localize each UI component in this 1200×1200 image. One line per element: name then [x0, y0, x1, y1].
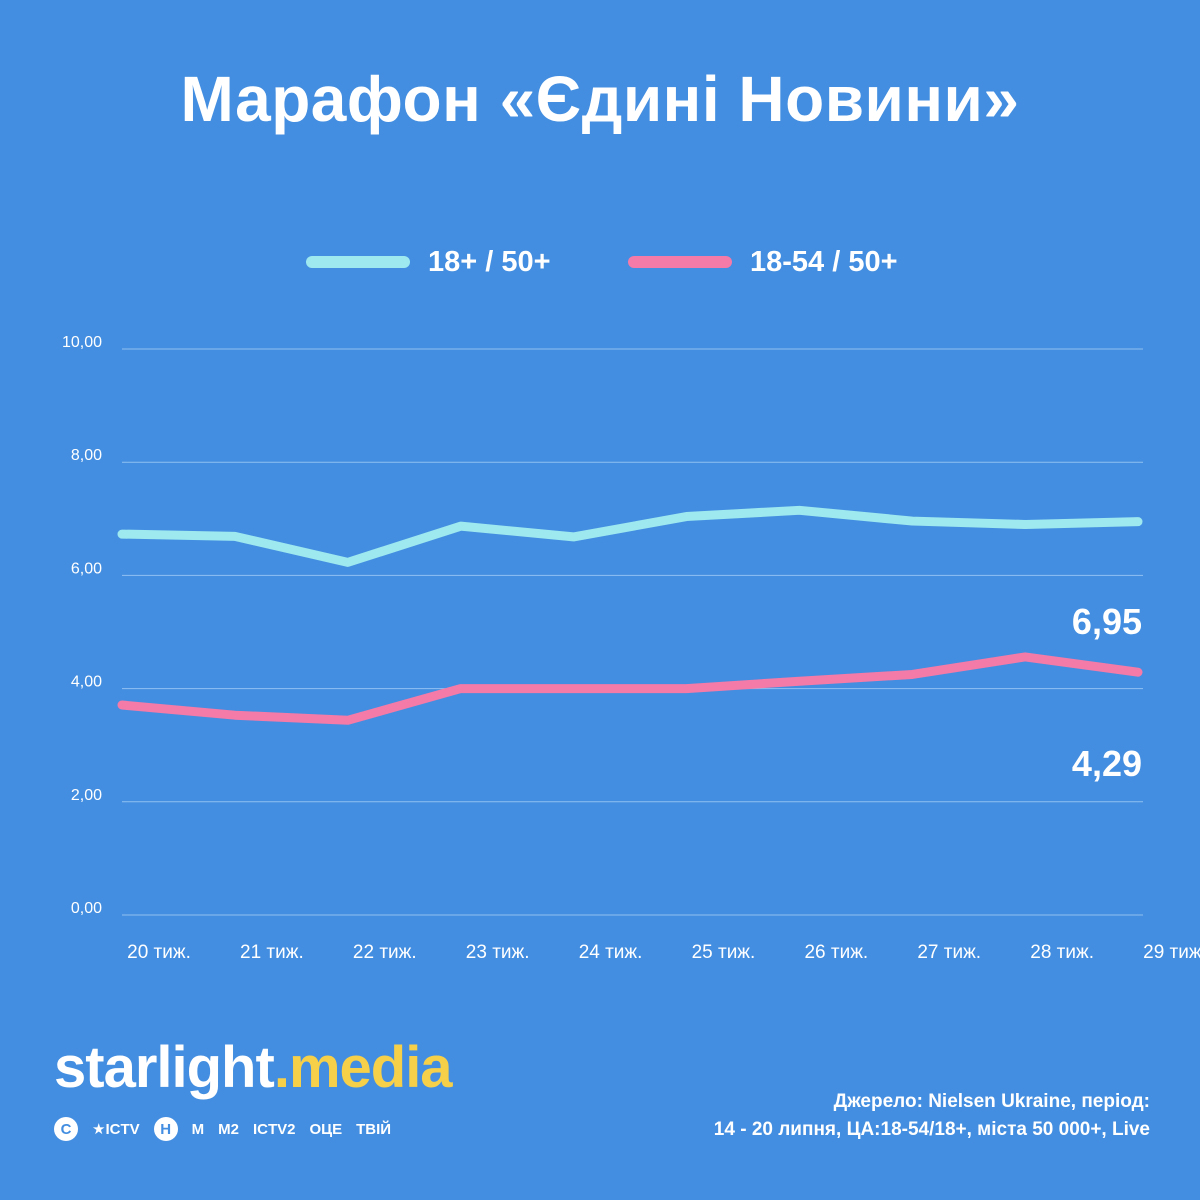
- brand-name-dot: .: [273, 1035, 290, 1100]
- series-line-1: [117, 505, 1143, 567]
- source-line-1: Джерело: Nielsen Ukraine, період:: [833, 1091, 1150, 1112]
- x-tick-label: 25 тиж.: [692, 942, 756, 963]
- series-line-2: [117, 652, 1143, 725]
- y-tick-label: 6,00: [71, 560, 102, 577]
- legend-label-series2: 18-54 / 50+: [750, 245, 898, 278]
- legend-item-series1: 18+ / 50+: [306, 240, 551, 284]
- brand-name-accent: media: [288, 1035, 453, 1100]
- y-tick-label: 2,00: [71, 787, 102, 804]
- channel-logo-novyi: Н: [153, 1117, 178, 1141]
- x-tick-label: 29 тиж.: [1143, 942, 1200, 963]
- source-line-2: 14 - 20 липня, ЦА:18-54/18+, міста 50 00…: [713, 1119, 1150, 1140]
- y-tick-label: 0,00: [71, 900, 102, 917]
- channel-logo-m2: М2: [218, 1120, 239, 1138]
- legend: 18+ / 50+ 18-54 / 50+: [0, 240, 1200, 284]
- brand-name-main: starlight: [54, 1035, 275, 1100]
- y-tick-label: 8,00: [71, 447, 102, 464]
- y-tick-label: 10,00: [62, 334, 102, 351]
- legend-item-series2: 18-54 / 50+: [628, 240, 898, 284]
- y-tick-label: 4,00: [71, 674, 102, 691]
- channel-logo-m1: М: [191, 1120, 205, 1138]
- x-tick-label: 21 тиж.: [240, 942, 304, 963]
- data-label-series2-last: 4,29: [1072, 743, 1142, 784]
- legend-swatch-series2: [628, 256, 732, 268]
- channel-logos: С ★ICTV Н М М2 ICTV2 ОЦЕ ТВІЙ: [54, 1116, 391, 1142]
- legend-label-series1: 18+ / 50+: [428, 245, 551, 278]
- chart-title: Марафон «Єдині Новини»: [180, 63, 1020, 135]
- brand-logo: starlight.media: [54, 1034, 453, 1101]
- x-tick-label: 28 тиж.: [1030, 942, 1094, 963]
- x-tick-label: 24 тиж.: [579, 942, 643, 963]
- data-label-series1-last: 6,95: [1072, 601, 1142, 642]
- x-tick-label: 22 тиж.: [353, 942, 417, 963]
- legend-swatch-series1: [306, 256, 410, 268]
- x-tick-label: 26 тиж.: [804, 942, 868, 963]
- channel-logo-ictv: ★ICTV: [92, 1121, 140, 1138]
- channel-logo-stb: С: [54, 1117, 78, 1141]
- channel-logo-otse: ОЦЕ: [309, 1120, 343, 1138]
- x-tick-label: 27 тиж.: [917, 942, 981, 963]
- source-note: Джерело: Nielsen Ukraine, період: 14 - 2…: [714, 1088, 1150, 1144]
- line-chart: 10,00 8,00 6,00 4,00 2,00 0,00 20 тиж. 21 тиж. 2…: [62, 334, 1200, 963]
- channel-logo-tviy: ТВІЙ: [356, 1120, 392, 1138]
- x-tick-label: 20 тиж.: [127, 942, 191, 963]
- x-tick-label: 23 тиж.: [466, 942, 530, 963]
- channel-logo-ictv2: ICTV2: [252, 1120, 296, 1138]
